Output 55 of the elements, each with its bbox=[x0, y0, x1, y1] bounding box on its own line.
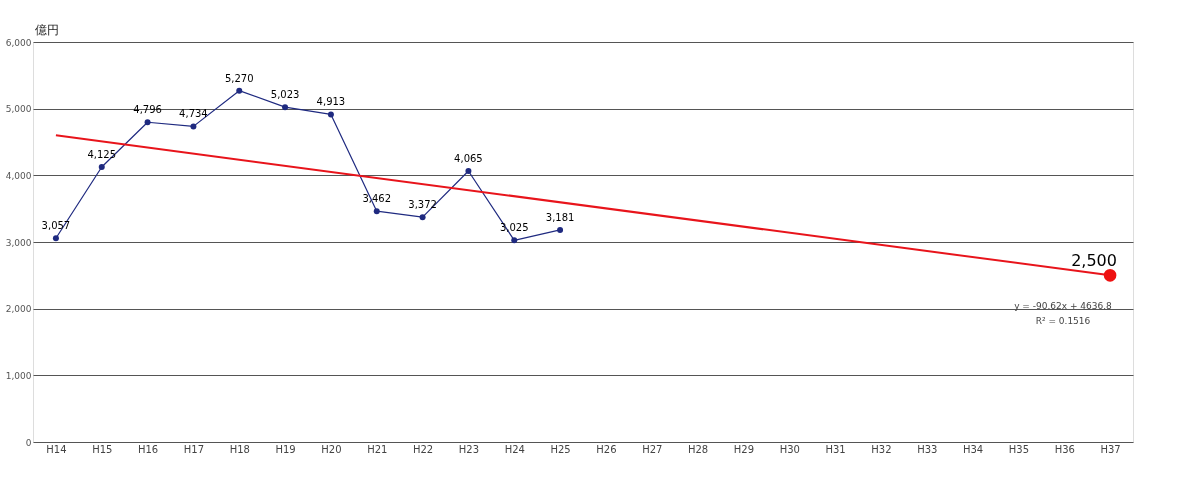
x-tick-label: H22 bbox=[412, 443, 434, 455]
x-tick-label: H27 bbox=[642, 443, 663, 455]
y-tick-label: 0 bbox=[25, 437, 32, 448]
y-tick-label: 4,000 bbox=[5, 170, 32, 181]
data-label: 2,500 bbox=[1071, 251, 1117, 271]
data-label: 5,023 bbox=[270, 89, 300, 101]
point bbox=[465, 168, 472, 174]
x-tick-label: H37 bbox=[1100, 443, 1121, 455]
x-tick-label: H18 bbox=[229, 443, 250, 455]
x-tick-label: H24 bbox=[504, 443, 525, 455]
point bbox=[557, 226, 564, 233]
annotation: R² = 0.1516 bbox=[1035, 316, 1091, 326]
y-tick-label: 6,000 bbox=[5, 37, 32, 48]
data-label: 4,065 bbox=[454, 153, 483, 164]
annotation: y = -90.62x + 4636.8 bbox=[1014, 301, 1113, 311]
x-tick-label: H34 bbox=[962, 443, 984, 455]
x-tick-label: H33 bbox=[917, 443, 938, 455]
point bbox=[282, 104, 289, 111]
point bbox=[327, 111, 334, 118]
data-label: 4,734 bbox=[179, 108, 208, 120]
data-label: 4,125 bbox=[87, 149, 117, 160]
point bbox=[236, 87, 243, 94]
x-tick-label: H15 bbox=[92, 443, 113, 455]
x-tick-label: H32 bbox=[871, 443, 892, 455]
x-tick-label: H30 bbox=[779, 443, 800, 455]
data-label: 3,181 bbox=[545, 211, 575, 223]
point bbox=[190, 123, 197, 130]
x-tick-label: H19 bbox=[275, 443, 296, 455]
data-label: 5,270 bbox=[224, 72, 254, 84]
x-tick-label: H31 bbox=[825, 443, 846, 455]
y-axis-title: 億円 bbox=[35, 23, 59, 37]
data-label: 4,913 bbox=[316, 96, 346, 108]
y-tick-label: 1,000 bbox=[5, 370, 32, 381]
data-label: 3,372 bbox=[408, 199, 437, 211]
x-tick-label: H26 bbox=[596, 443, 617, 455]
y-tick-label: 3,000 bbox=[5, 237, 32, 248]
point bbox=[373, 208, 380, 215]
x-tick-label: H35 bbox=[1008, 443, 1030, 455]
x-tick-label: H21 bbox=[367, 443, 388, 455]
y-tick-label: 2,000 bbox=[5, 304, 32, 315]
x-tick-label: H28 bbox=[687, 443, 709, 455]
x-tick-label: H25 bbox=[550, 443, 571, 455]
point bbox=[511, 237, 518, 244]
x-tick-label: H23 bbox=[458, 443, 480, 455]
point bbox=[52, 235, 59, 242]
y-tick-label: 5,000 bbox=[5, 104, 32, 115]
x-tick-label: H16 bbox=[137, 443, 159, 455]
x-tick-label: H14 bbox=[46, 443, 67, 455]
x-tick-label: H36 bbox=[1054, 443, 1075, 455]
x-tick-label: H17 bbox=[183, 443, 205, 455]
point bbox=[419, 214, 426, 221]
point bbox=[144, 119, 151, 126]
x-tick-label: H29 bbox=[733, 443, 755, 455]
point bbox=[98, 164, 105, 170]
x-tick-label: H20 bbox=[321, 443, 342, 455]
